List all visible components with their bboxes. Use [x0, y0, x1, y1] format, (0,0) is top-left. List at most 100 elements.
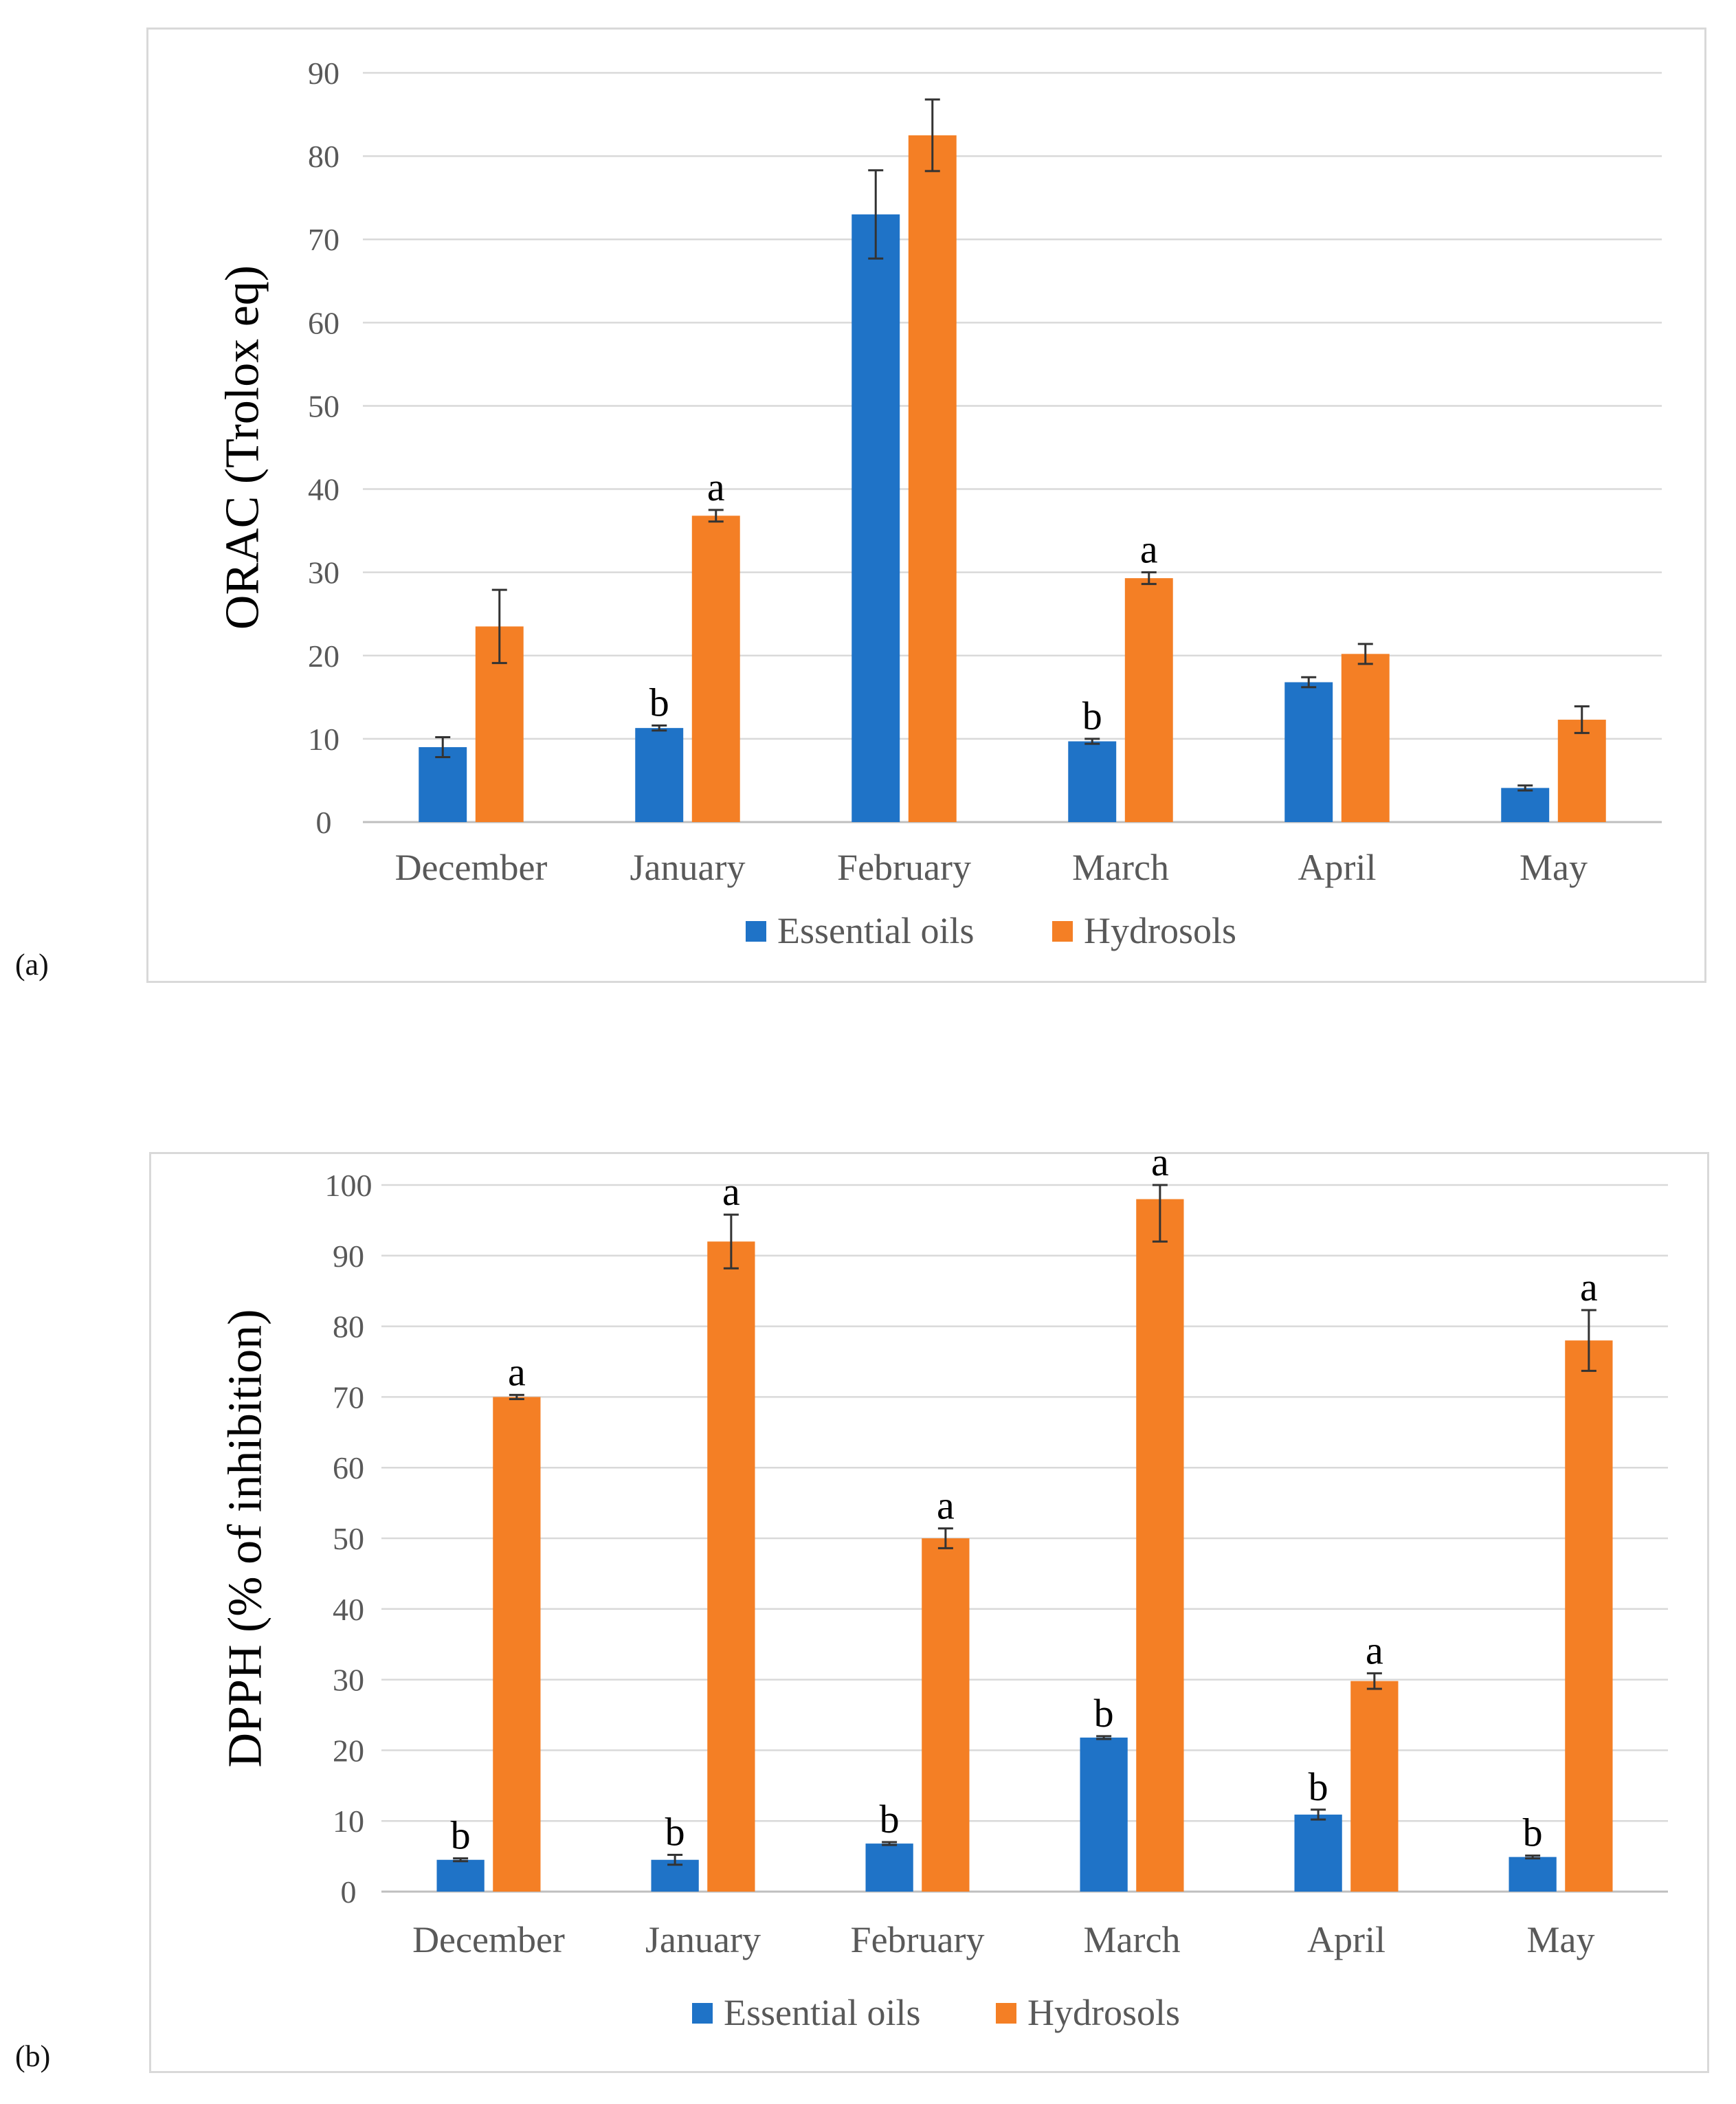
y-tick-label: 80: [308, 139, 340, 174]
hydrosols-bar: [1341, 654, 1390, 822]
y-tick-label: 60: [308, 305, 340, 340]
y-tick-label: 80: [333, 1309, 364, 1344]
x-tick-labels: December January February March April May: [412, 1919, 1594, 1960]
error-bar: [1366, 1672, 1382, 1690]
y-tick-label: 50: [333, 1521, 364, 1556]
x-tick-label: May: [1527, 1919, 1595, 1960]
x-tick-label: March: [1084, 1919, 1181, 1960]
legend-label: Hydrosols: [1084, 910, 1236, 951]
y-tick-label: 20: [333, 1733, 364, 1768]
x-tick-label: May: [1520, 847, 1588, 888]
hydrosols-bar: [908, 135, 957, 823]
legend-label: Essential oils: [724, 1992, 920, 2033]
error-bars: [435, 98, 1590, 792]
error-bar: [1084, 738, 1100, 745]
bars: [436, 1199, 1613, 1892]
essential-oils-bar: [852, 214, 900, 822]
essential-oils-bar: [1501, 788, 1550, 822]
error-bar: [1525, 1854, 1541, 1860]
error-bar: [708, 509, 724, 523]
hydrosols-bar: [691, 516, 740, 822]
essential-oils-bar: [865, 1843, 913, 1892]
legend-swatch: [996, 2003, 1016, 2024]
bars: [419, 135, 1606, 823]
error-bar: [1574, 705, 1590, 734]
legend[interactable]: Essential oils Hydrosols: [692, 1992, 1180, 2033]
y-tick-labels: 0 10 20 30 40 50 60 70 80 90: [308, 56, 340, 840]
error-bar: [1517, 784, 1533, 792]
y-tick-label: 30: [308, 555, 340, 590]
error-bar: [882, 1841, 898, 1846]
significance-label: b: [1082, 694, 1102, 738]
error-bar: [868, 169, 884, 260]
legend-item-hydrosols[interactable]: Hydrosols: [1052, 910, 1236, 951]
legend-item-essential-oils[interactable]: Essential oils: [746, 910, 974, 951]
significance-label: b: [649, 680, 669, 725]
gridlines: [381, 1184, 1668, 1893]
hydrosols-bar: [922, 1538, 970, 1892]
y-tick-label: 50: [308, 388, 340, 423]
error-bar: [453, 1857, 469, 1863]
hydrosols-bar: [707, 1241, 755, 1892]
hydrosols-bar: [1136, 1199, 1184, 1892]
significance-label: a: [1580, 1265, 1598, 1309]
hydrosols-bar: [1124, 578, 1173, 822]
legend-label: Hydrosols: [1027, 1992, 1180, 2033]
orac-bar-chart: 0 10 20 30 40 50 60 70 80 90 b a b a December January…: [146, 27, 1706, 983]
essential-oils-bar: [436, 1859, 485, 1892]
essential-oils-bar: [635, 728, 684, 822]
error-bar: [937, 1527, 953, 1549]
significance-label: a: [1151, 1152, 1169, 1184]
significance-labels: b a b a b a b a b a b a: [451, 1152, 1598, 1858]
significance-label: b: [1309, 1764, 1328, 1809]
error-bar: [491, 588, 507, 665]
x-tick-label: January: [630, 847, 746, 888]
y-axis-label: DPPH (% of inhibition): [219, 1309, 272, 1768]
error-bar: [1357, 643, 1373, 665]
legend-swatch: [1052, 921, 1073, 942]
y-tick-label: 10: [308, 722, 340, 757]
legend[interactable]: Essential oils Hydrosols: [746, 910, 1236, 951]
error-bar: [924, 98, 940, 173]
y-tick-label: 0: [316, 805, 332, 840]
legend-item-essential-oils[interactable]: Essential oils: [692, 1992, 920, 2033]
essential-oils-bar: [1509, 1857, 1557, 1892]
error-bars: [453, 1184, 1596, 1866]
y-tick-labels: 0 10 20 30 40 50 60 70 80 90 100: [325, 1168, 372, 1909]
y-tick-label: 70: [333, 1380, 364, 1415]
significance-label: b: [665, 1810, 685, 1854]
y-tick-label: 10: [333, 1804, 364, 1839]
error-bar: [667, 1854, 683, 1866]
x-tick-labels: December January February March April May: [395, 847, 1588, 888]
significance-label: b: [880, 1797, 900, 1841]
hydrosols-bar: [1350, 1681, 1399, 1892]
significance-label: b: [1094, 1691, 1114, 1736]
legend-swatch: [692, 2003, 713, 2024]
error-bar: [1096, 1735, 1112, 1740]
error-bar: [435, 735, 451, 759]
essential-oils-bar: [1294, 1814, 1342, 1892]
error-bar: [1581, 1309, 1596, 1372]
essential-oils-bar: [1068, 741, 1117, 822]
gridlines: [363, 71, 1662, 823]
essential-oils-bar: [1080, 1737, 1128, 1892]
y-tick-label: 100: [325, 1168, 372, 1203]
x-tick-label: January: [645, 1919, 761, 1960]
significance-label: a: [707, 465, 725, 509]
y-tick-label: 0: [341, 1874, 357, 1909]
significance-label: a: [1366, 1628, 1383, 1672]
y-axis-label: ORAC (Trolox eq): [216, 265, 269, 630]
y-tick-label: 90: [308, 56, 340, 91]
y-tick-label: 20: [308, 639, 340, 674]
error-bar: [1301, 676, 1317, 689]
y-tick-label: 30: [333, 1663, 364, 1698]
x-tick-label: December: [395, 847, 548, 888]
error-bar: [509, 1393, 524, 1400]
error-bar: [1141, 571, 1157, 586]
error-bar: [652, 724, 667, 732]
y-tick-label: 70: [308, 222, 340, 257]
legend-item-hydrosols[interactable]: Hydrosols: [996, 1992, 1180, 2033]
significance-label: a: [937, 1483, 955, 1528]
error-bar: [723, 1213, 739, 1270]
x-tick-label: April: [1298, 847, 1377, 888]
